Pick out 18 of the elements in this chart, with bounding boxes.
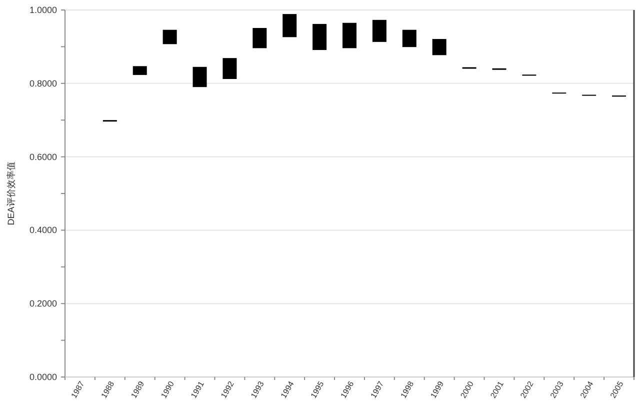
bar xyxy=(282,14,297,38)
bar xyxy=(432,38,446,56)
bar xyxy=(372,20,386,42)
y-tick-label: 0.2000 xyxy=(29,298,57,309)
bar xyxy=(222,58,237,79)
bar xyxy=(132,66,147,75)
bar xyxy=(252,28,267,48)
bar xyxy=(162,30,177,44)
y-tick-label: 0.8000 xyxy=(29,78,57,88)
bar xyxy=(312,24,327,50)
y-tick-label: 1.0000 xyxy=(29,5,57,15)
bar xyxy=(402,30,416,48)
y-tick-label: 0.4000 xyxy=(29,225,57,236)
y-axis-title: DEA评价效率值 xyxy=(6,162,16,226)
bar xyxy=(192,66,207,88)
y-tick-label: 0.6000 xyxy=(29,152,57,162)
bar xyxy=(342,22,356,48)
y-tick-label: 0.0000 xyxy=(29,372,57,382)
